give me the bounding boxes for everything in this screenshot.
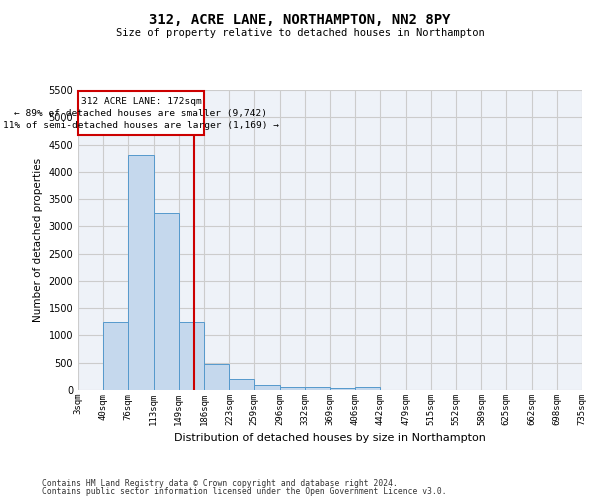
Y-axis label: Number of detached properties: Number of detached properties [33, 158, 43, 322]
Text: 312 ACRE LANE: 172sqm: 312 ACRE LANE: 172sqm [80, 98, 202, 106]
Bar [254, 385, 280, 390]
Text: Contains public sector information licensed under the Open Government Licence v3: Contains public sector information licen… [42, 487, 446, 496]
X-axis label: Distribution of detached houses by size in Northampton: Distribution of detached houses by size … [174, 434, 486, 444]
Text: ← 89% of detached houses are smaller (9,742): ← 89% of detached houses are smaller (9,… [14, 110, 268, 118]
Bar [103, 322, 128, 390]
Bar [204, 364, 229, 390]
FancyBboxPatch shape [78, 91, 204, 134]
Bar [280, 386, 305, 390]
Bar [355, 388, 380, 390]
Text: 11% of semi-detached houses are larger (1,169) →: 11% of semi-detached houses are larger (… [3, 120, 279, 130]
Bar [305, 387, 330, 390]
Bar [179, 322, 204, 390]
Bar [128, 156, 154, 390]
Bar [229, 378, 254, 390]
Bar [330, 388, 355, 390]
Text: Contains HM Land Registry data © Crown copyright and database right 2024.: Contains HM Land Registry data © Crown c… [42, 478, 398, 488]
Text: 312, ACRE LANE, NORTHAMPTON, NN2 8PY: 312, ACRE LANE, NORTHAMPTON, NN2 8PY [149, 12, 451, 26]
Text: Size of property relative to detached houses in Northampton: Size of property relative to detached ho… [116, 28, 484, 38]
Bar [154, 212, 179, 390]
